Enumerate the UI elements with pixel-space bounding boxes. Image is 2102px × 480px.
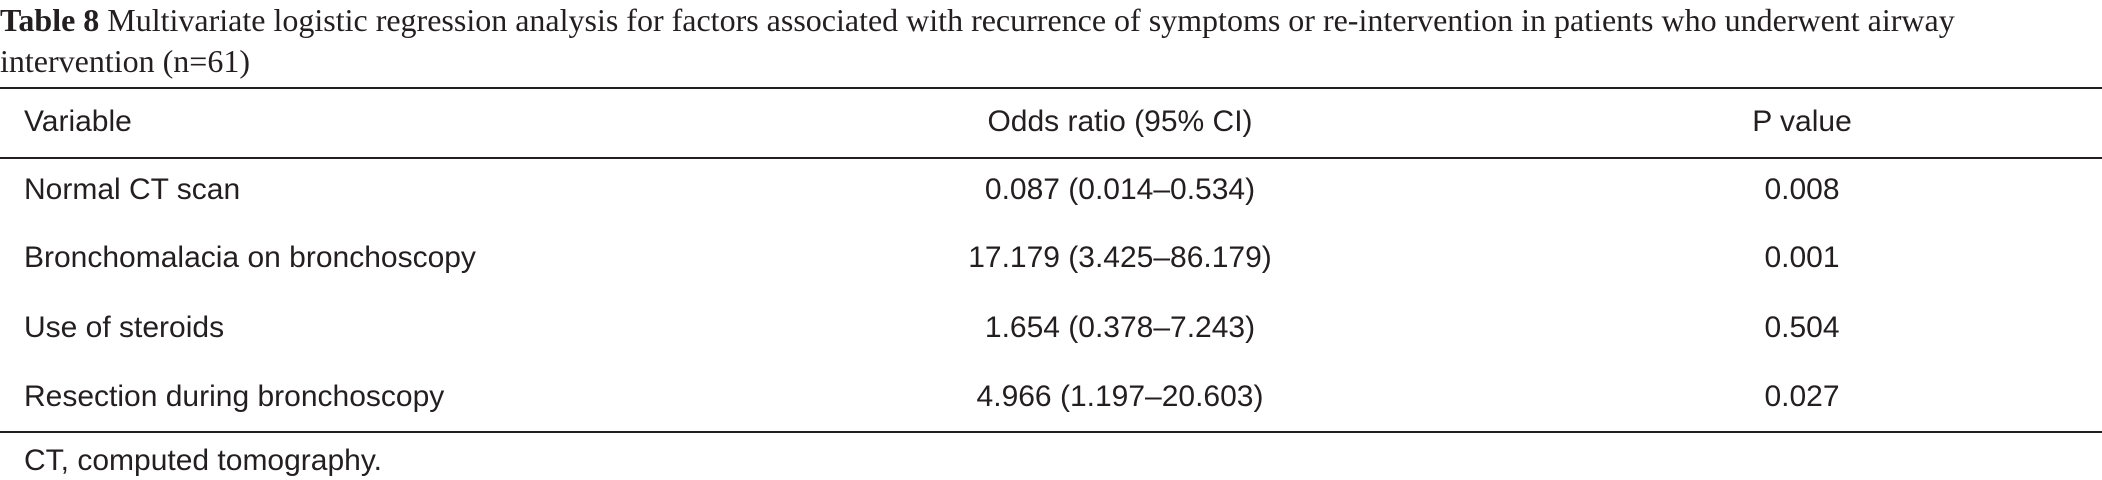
table-caption-text: Multivariate logistic regression analysi… [0,2,1955,79]
table-bottom-rule [0,431,2102,433]
row-p-value: 0.504 [1764,311,1840,344]
row-odds-ratio: 4.966 (1.197–20.603) [976,380,1264,413]
row-p-value: 0.001 [1764,241,1840,274]
table-header-rule [0,157,2102,159]
row-variable: Use of steroids [24,311,225,344]
row-p-value: 0.027 [1764,380,1840,413]
row-odds-ratio: 17.179 (3.425–86.179) [968,241,1272,274]
row-p-value: 0.008 [1764,173,1840,206]
row-odds-ratio: 0.087 (0.014–0.534) [984,173,1256,206]
row-variable: Resection during bronchoscopy [24,380,445,413]
row-odds-ratio: 1.654 (0.378–7.243) [984,311,1256,344]
row-variable: Bronchomalacia on bronchoscopy [24,241,476,274]
table-label: Table 8 [0,2,100,38]
row-variable: Normal CT scan [24,173,241,206]
header-p-value: P value [1752,105,1852,138]
table-caption: Table 8 Multivariate logistic regression… [0,0,2095,82]
table-top-rule [0,87,2102,89]
header-odds-ratio: Odds ratio (95% CI) [987,105,1253,138]
header-variable: Variable [24,105,132,138]
table-footnote: CT, computed tomography. [24,444,382,477]
